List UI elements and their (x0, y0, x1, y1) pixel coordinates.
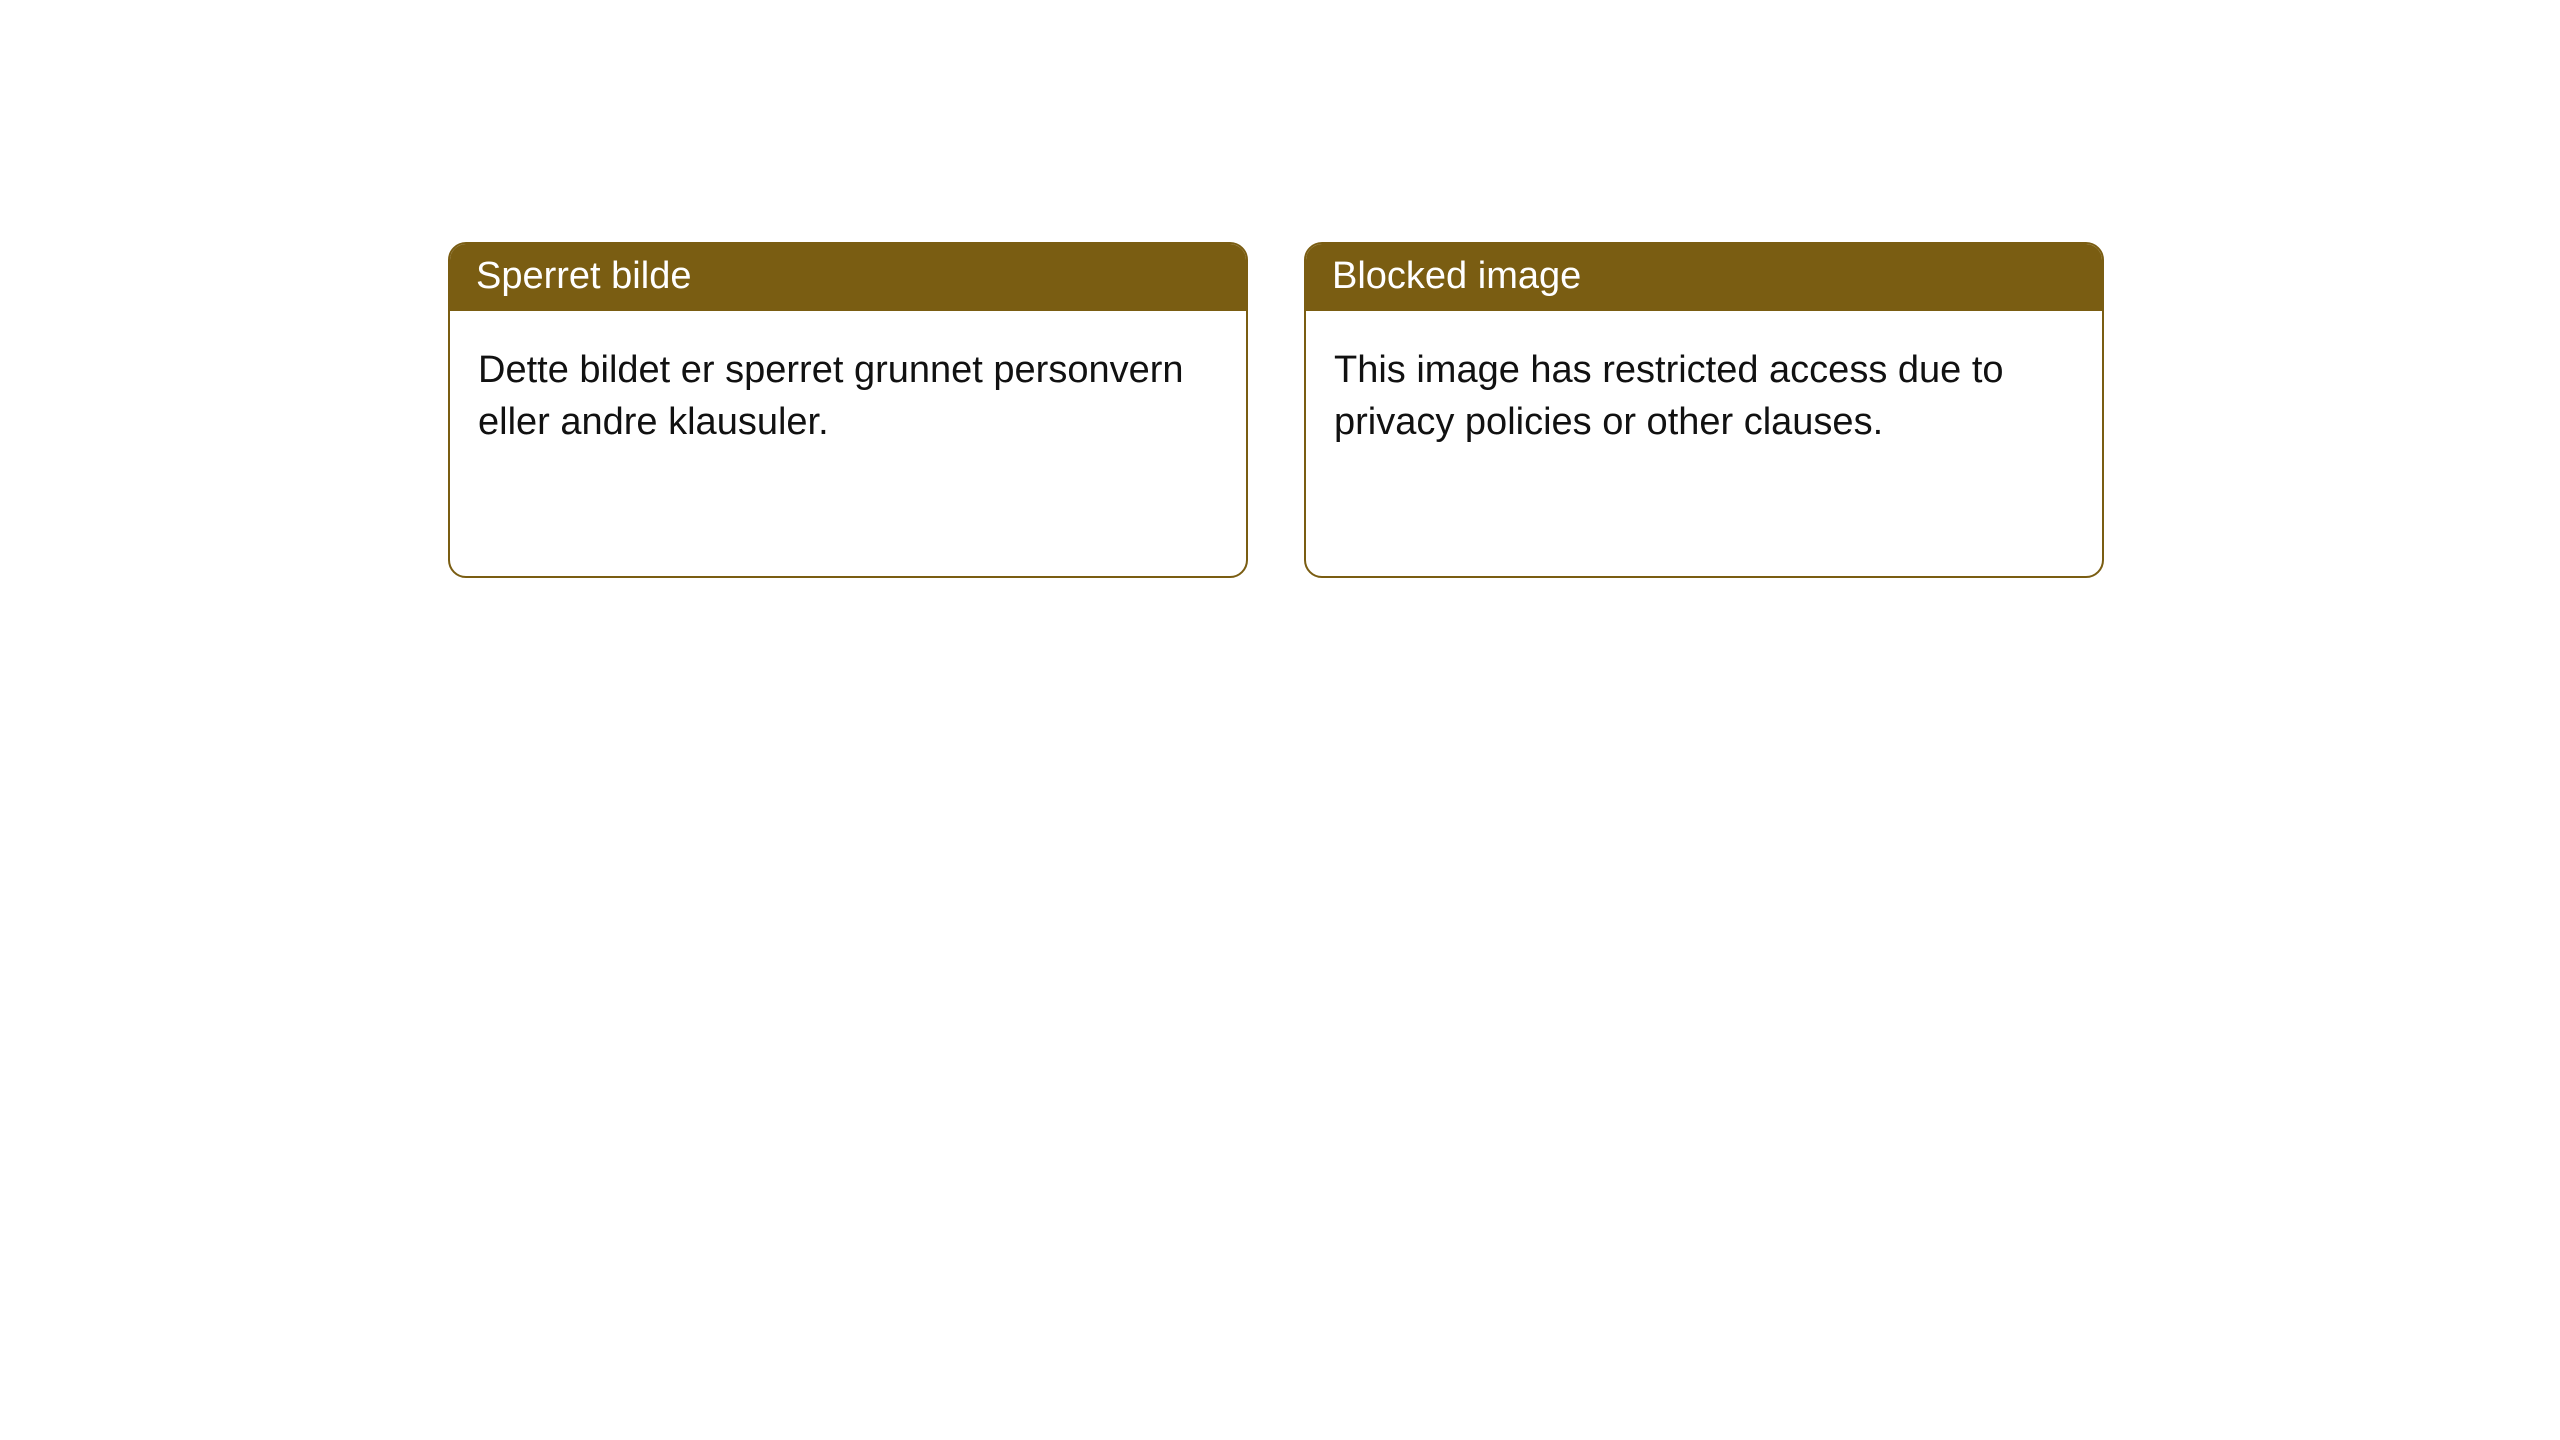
notice-body-english: This image has restricted access due to … (1306, 311, 2102, 482)
notice-card-norwegian: Sperret bilde Dette bildet er sperret gr… (448, 242, 1248, 578)
notice-body-norwegian: Dette bildet er sperret grunnet personve… (450, 311, 1246, 482)
notice-title-english: Blocked image (1306, 244, 2102, 311)
notice-container: Sperret bilde Dette bildet er sperret gr… (0, 0, 2560, 578)
notice-card-english: Blocked image This image has restricted … (1304, 242, 2104, 578)
notice-title-norwegian: Sperret bilde (450, 244, 1246, 311)
